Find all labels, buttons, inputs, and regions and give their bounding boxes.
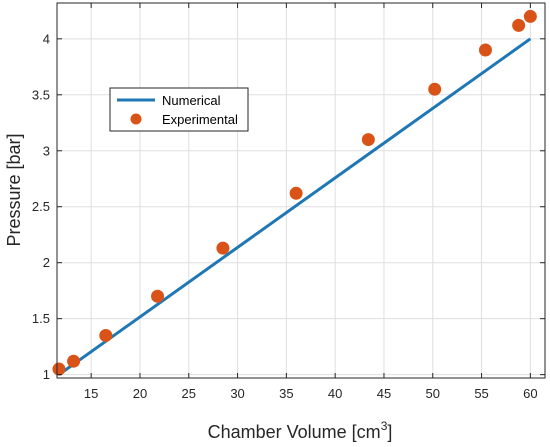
x-tick-label: 15	[84, 386, 98, 401]
y-tick-label: 1.5	[32, 311, 50, 326]
x-tick-label: 40	[328, 386, 342, 401]
x-tick-label: 35	[279, 386, 293, 401]
experimental-point	[216, 241, 230, 255]
experimental-point	[52, 362, 66, 376]
legend-label-numerical: Numerical	[162, 93, 221, 108]
numerical-line	[58, 37, 532, 376]
x-tick-label: 30	[230, 386, 244, 401]
x-tick-label: 45	[377, 386, 391, 401]
experimental-point	[512, 18, 526, 32]
x-axis-label-text: Chamber Volume [cm	[208, 422, 381, 442]
experimental-point	[67, 354, 81, 368]
experimental-point	[523, 9, 537, 23]
tick-labels: 15 20 25 30 35 40 45 50 55 60 1 1.5 2 2.5 3 3.5 4	[32, 31, 538, 401]
legend-marker-experimental	[130, 113, 142, 125]
x-tick-label: 60	[523, 386, 537, 401]
y-tick-label: 3.5	[32, 87, 50, 102]
legend: Numerical Experimental	[109, 87, 249, 132]
y-tick-label: 1	[43, 367, 50, 382]
y-tick-label: 2	[43, 255, 50, 270]
x-tick-label: 20	[133, 386, 147, 401]
x-axis-label-superscript: 3	[381, 419, 388, 433]
x-axis-label: Chamber Volume [cm3]	[208, 419, 393, 442]
experimental-point	[478, 43, 492, 57]
experimental-point	[289, 186, 303, 200]
legend-box	[109, 87, 249, 132]
x-tick-label: 55	[474, 386, 488, 401]
plot-area	[56, 2, 546, 379]
series-layer	[52, 9, 537, 376]
x-axis-label-suffix: ]	[387, 422, 392, 442]
experimental-point	[428, 82, 442, 96]
y-tick-label: 2.5	[32, 199, 50, 214]
y-tick-label: 4	[43, 31, 50, 46]
x-tick-label: 25	[182, 386, 196, 401]
ticks	[57, 3, 545, 378]
legend-label-experimental: Experimental	[162, 112, 238, 127]
experimental-point	[361, 133, 375, 147]
y-tick-label: 3	[43, 143, 50, 158]
x-tick-label: 50	[426, 386, 440, 401]
y-axis-label: Pressure [bar]	[4, 133, 24, 246]
experimental-point	[151, 289, 165, 303]
experimental-point	[99, 328, 113, 342]
